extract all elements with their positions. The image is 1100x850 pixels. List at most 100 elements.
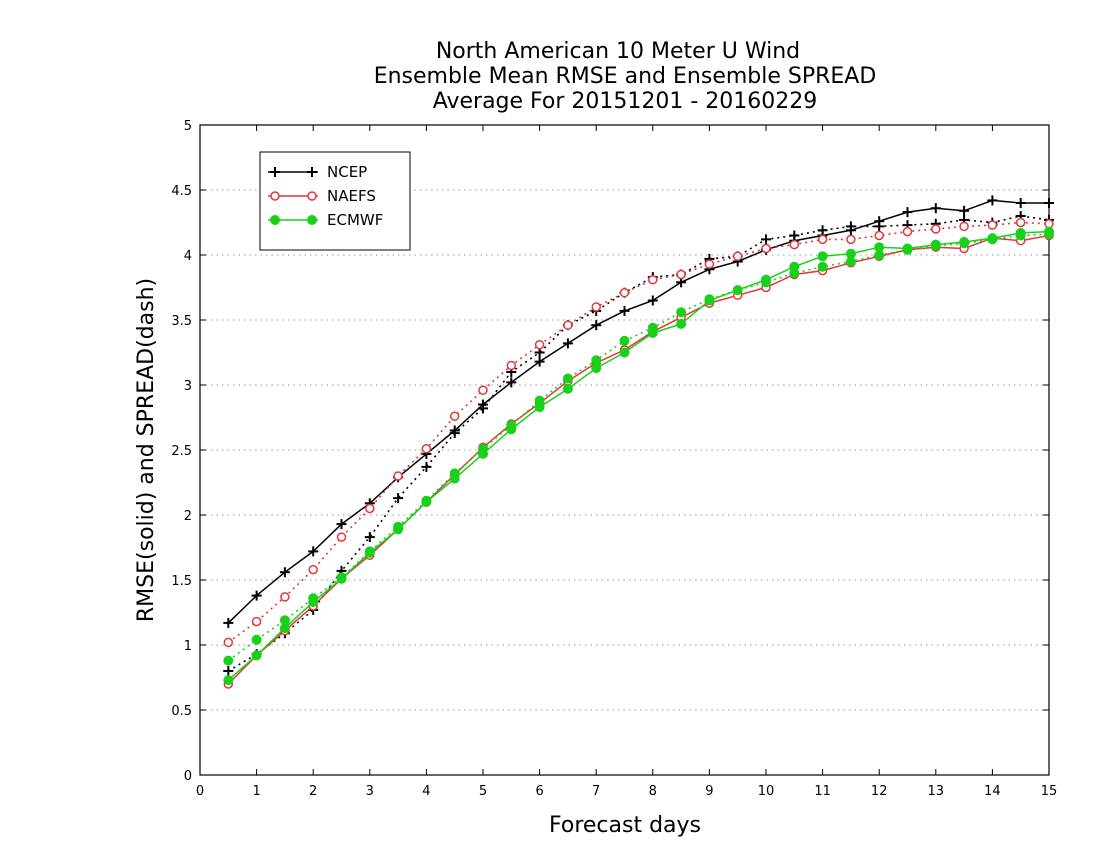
data-point-ecmwf-spread bbox=[506, 420, 517, 431]
data-point-ncep-rmse bbox=[902, 207, 913, 218]
y-tick-label: 3 bbox=[184, 379, 192, 394]
x-tick-label: 2 bbox=[309, 784, 317, 799]
series-line-naefs-spread bbox=[227, 221, 1050, 644]
y-tick-label: 1 bbox=[184, 639, 192, 654]
x-tick-label: 15 bbox=[1041, 784, 1058, 799]
data-point-ecmwf-spread bbox=[421, 495, 432, 506]
data-point-ecmwf-spread bbox=[647, 322, 658, 333]
data-point-naefs-spread bbox=[619, 287, 630, 298]
series-naefs-rmse bbox=[223, 230, 1054, 689]
data-point-naefs-spread bbox=[563, 320, 573, 330]
legend-label: NCEP bbox=[327, 163, 367, 181]
data-point-ecmwf-spread bbox=[676, 307, 687, 318]
data-point-naefs-spread bbox=[223, 637, 234, 648]
data-point-naefs-spread bbox=[704, 259, 715, 269]
legend-marker bbox=[307, 215, 317, 225]
data-point-naefs-spread bbox=[846, 234, 856, 245]
data-point-ecmwf-spread bbox=[393, 521, 404, 532]
x-tick-label: 7 bbox=[592, 784, 600, 799]
data-point-ncep-rmse bbox=[506, 377, 517, 388]
data-point-ecmwf-spread bbox=[308, 593, 319, 604]
x-tick-label: 5 bbox=[479, 784, 487, 799]
data-point-naefs-spread bbox=[336, 532, 347, 542]
data-point-ecmwf-spread bbox=[223, 655, 234, 666]
data-point-naefs-spread bbox=[1015, 217, 1026, 228]
data-point-ncep-spread bbox=[449, 428, 460, 439]
series-line-ecmwf-spread bbox=[227, 233, 1050, 662]
data-point-ecmwf-spread bbox=[902, 244, 913, 255]
x-tick-label: 3 bbox=[366, 784, 374, 799]
x-tick-label: 0 bbox=[196, 784, 204, 799]
data-point-naefs-spread bbox=[959, 221, 969, 232]
data-point-ncep-spread bbox=[364, 532, 375, 543]
y-tick-label: 3.5 bbox=[171, 314, 192, 329]
y-tick-label: 0.5 bbox=[171, 704, 192, 719]
data-point-ecmwf-spread bbox=[562, 373, 573, 384]
data-point-naefs-spread bbox=[591, 302, 601, 312]
data-point-ecmwf-spread bbox=[704, 294, 715, 305]
data-point-ncep-rmse bbox=[591, 320, 602, 331]
data-point-ncep-rmse bbox=[987, 195, 998, 206]
legend-item-ecmwf: ECMWF bbox=[268, 211, 383, 229]
x-tick-label: 9 bbox=[705, 784, 713, 799]
data-point-naefs-spread bbox=[421, 443, 432, 454]
data-point-ecmwf-rmse bbox=[223, 675, 234, 686]
data-point-naefs-spread bbox=[308, 564, 318, 575]
data-point-naefs-spread bbox=[987, 220, 998, 230]
data-point-ncep-rmse bbox=[1015, 198, 1026, 208]
legend: NCEP NAEFS ECMWF bbox=[259, 151, 411, 251]
data-point-ecmwf-spread bbox=[732, 285, 743, 296]
data-point-naefs-spread bbox=[393, 471, 403, 481]
data-point-ecmwf-spread bbox=[279, 615, 290, 626]
data-point-ncep-rmse bbox=[959, 205, 970, 216]
legend-marker bbox=[270, 215, 280, 225]
x-tick-label: 13 bbox=[928, 784, 945, 799]
data-point-naefs-spread bbox=[365, 503, 375, 514]
data-point-naefs-spread bbox=[732, 251, 743, 262]
y-tick-label: 2 bbox=[184, 509, 192, 524]
data-point-naefs-spread bbox=[931, 224, 941, 234]
data-point-ecmwf-rmse bbox=[251, 650, 262, 661]
data-point-ncep-rmse bbox=[1044, 198, 1054, 208]
y-tick-label: 4 bbox=[184, 249, 192, 264]
chart-title: North American 10 Meter U Wind Ensemble … bbox=[374, 39, 877, 114]
data-point-ncep-rmse bbox=[562, 338, 573, 349]
data-point-ncep-rmse bbox=[223, 617, 234, 628]
data-point-ncep-spread bbox=[421, 461, 432, 472]
data-point-naefs-spread bbox=[874, 230, 884, 241]
x-tick-label: 4 bbox=[422, 784, 430, 799]
data-point-ncep-spread bbox=[789, 230, 800, 241]
data-point-ncep-spread bbox=[874, 221, 885, 232]
x-tick-label: 14 bbox=[984, 784, 1001, 799]
data-point-ecmwf-spread bbox=[251, 634, 262, 645]
data-point-ncep-rmse bbox=[308, 546, 319, 557]
data-point-ecmwf-spread bbox=[336, 572, 347, 583]
data-point-naefs-spread bbox=[534, 339, 545, 350]
data-point-ncep-spread bbox=[393, 493, 404, 504]
chart-title-line-1: North American 10 Meter U Wind bbox=[436, 39, 800, 64]
data-point-ecmwf-spread bbox=[874, 250, 885, 260]
data-point-naefs-spread bbox=[280, 592, 290, 602]
legend-marker bbox=[270, 167, 280, 177]
data-point-ecmwf-spread bbox=[364, 546, 375, 557]
data-point-naefs-spread bbox=[902, 226, 913, 237]
data-point-ecmwf-spread bbox=[930, 240, 941, 251]
data-point-ecmwf-rmse bbox=[817, 251, 828, 262]
legend-label: ECMWF bbox=[327, 211, 383, 229]
legend-marker bbox=[307, 191, 317, 201]
data-point-naefs-spread bbox=[478, 385, 488, 395]
axes: 00.511.522.533.544.550 1 2 3 4 5 6 7 8 9 10 11 12 13 1… bbox=[171, 119, 1057, 799]
x-tick-label: 11 bbox=[814, 784, 831, 799]
data-point-ecmwf-spread bbox=[761, 277, 771, 288]
data-point-ecmwf-spread bbox=[534, 395, 545, 406]
data-point-ncep-rmse bbox=[336, 519, 347, 530]
data-point-ncep-spread bbox=[761, 234, 771, 245]
data-point-naefs-spread bbox=[648, 274, 658, 285]
data-point-naefs-spread bbox=[506, 360, 517, 371]
y-tick-label: 1.5 bbox=[171, 574, 192, 589]
data-point-ncep-rmse bbox=[534, 356, 545, 367]
data-point-ecmwf-rmse bbox=[562, 383, 573, 394]
series-line-ncep-spread bbox=[227, 215, 1050, 672]
x-axis-label: Forecast days bbox=[549, 813, 701, 838]
x-tick-label: 6 bbox=[535, 784, 543, 799]
